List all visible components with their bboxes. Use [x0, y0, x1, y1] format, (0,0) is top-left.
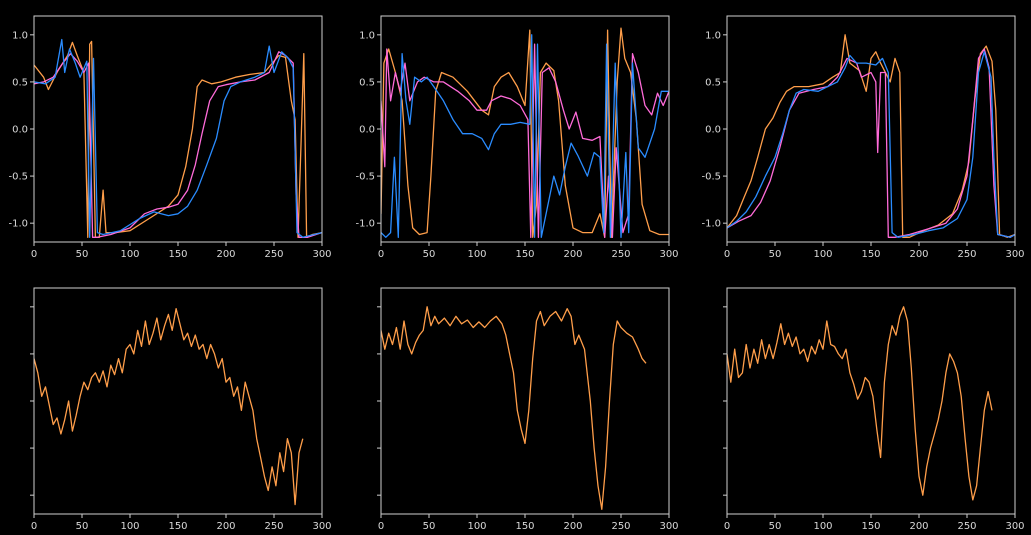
- series-line-3: [34, 38, 322, 238]
- x-tick-label: 200: [216, 521, 235, 532]
- series-line-1: [381, 306, 647, 510]
- x-tick-label: 300: [659, 249, 678, 260]
- x-tick-label: 0: [724, 521, 730, 532]
- x-tick-label: 300: [312, 521, 331, 532]
- x-tick-label: 300: [312, 249, 331, 260]
- chart-panel-5: 0 50 100 150 200 250 300: [377, 287, 679, 532]
- y-tick-label: -0.5: [8, 172, 28, 183]
- y-tick-label: -0.5: [355, 172, 375, 183]
- x-tick-label: 100: [120, 249, 139, 260]
- x-tick-label: 100: [467, 521, 486, 532]
- x-tick-label: 0: [31, 521, 37, 532]
- x-tick-label: 50: [423, 521, 436, 532]
- x-tick-label: 150: [861, 249, 880, 260]
- chart-panel-1: 0 50 100 150 200 250 300 -1.0 -0.5 0.0 0.5 1.0: [8, 15, 332, 260]
- y-tick-label: -1.0: [8, 219, 28, 230]
- y-tick-label: 0.5: [12, 77, 28, 88]
- x-tick-label: 300: [659, 521, 678, 532]
- series-line-1: [34, 308, 304, 506]
- y-tick-label: 1.0: [705, 30, 721, 41]
- y-tick-label: 0.0: [359, 125, 375, 136]
- x-tick-label: 50: [76, 521, 89, 532]
- x-tick-label: 200: [563, 521, 582, 532]
- series-line-1: [727, 306, 993, 501]
- y-tick-label: 0.0: [705, 125, 721, 136]
- plot-frame: [33, 15, 323, 243]
- x-tick-label: 250: [957, 521, 976, 532]
- chart-panel-2: 0 50 100 150 200 250 300 -1.0 -0.5 0.0 0.5 1.0: [355, 15, 679, 260]
- plot-frame: [380, 15, 670, 243]
- series-line-2: [381, 43, 669, 238]
- series-line-2: [727, 48, 1015, 238]
- x-tick-label: 150: [168, 521, 187, 532]
- series-line-3: [381, 34, 669, 238]
- y-tick-label: 0.5: [705, 77, 721, 88]
- x-tick-label: 0: [378, 521, 384, 532]
- chart-panel-6: 0 50 100 150 200 250 300: [723, 287, 1025, 532]
- x-tick-label: 0: [724, 249, 730, 260]
- x-tick-label: 50: [76, 249, 89, 260]
- x-tick-label: 250: [957, 249, 976, 260]
- series-line-1: [727, 34, 1015, 238]
- series-line-1: [34, 40, 322, 238]
- x-tick-label: 0: [378, 249, 384, 260]
- series-line-2: [34, 51, 322, 238]
- x-tick-label: 250: [611, 521, 630, 532]
- x-tick-label: 50: [769, 521, 782, 532]
- x-tick-label: 150: [168, 249, 187, 260]
- y-tick-label: -1.0: [701, 219, 721, 230]
- x-tick-label: 300: [1005, 249, 1024, 260]
- y-tick-label: 0.0: [12, 125, 28, 136]
- y-tick-label: 1.0: [12, 30, 28, 41]
- x-tick-label: 100: [813, 249, 832, 260]
- x-tick-label: 250: [611, 249, 630, 260]
- chart-panel-3: 0 50 100 150 200 250 300 -1.0 -0.5 0.0 0.5 1.0: [701, 15, 1025, 260]
- x-tick-label: 50: [423, 249, 436, 260]
- x-tick-label: 250: [264, 521, 283, 532]
- chart-panel-4: 0 50 100 150 200 250 300: [30, 287, 332, 532]
- y-tick-label: 1.0: [359, 30, 375, 41]
- series-line-1: [381, 27, 669, 238]
- x-tick-label: 200: [909, 249, 928, 260]
- x-tick-label: 300: [1005, 521, 1024, 532]
- series-line-3: [727, 51, 1015, 238]
- y-tick-label: -0.5: [701, 172, 721, 183]
- x-tick-label: 100: [467, 249, 486, 260]
- x-tick-label: 100: [120, 521, 139, 532]
- x-tick-label: 200: [216, 249, 235, 260]
- x-tick-label: 150: [861, 521, 880, 532]
- plot-frame: [33, 287, 323, 515]
- x-tick-label: 50: [769, 249, 782, 260]
- x-tick-label: 150: [515, 521, 534, 532]
- x-tick-label: 100: [813, 521, 832, 532]
- x-tick-label: 200: [909, 521, 928, 532]
- y-tick-label: -1.0: [355, 219, 375, 230]
- x-tick-label: 0: [31, 249, 37, 260]
- x-tick-label: 150: [515, 249, 534, 260]
- x-tick-label: 200: [563, 249, 582, 260]
- x-tick-label: 250: [264, 249, 283, 260]
- plot-frame: [726, 287, 1016, 515]
- y-tick-label: 0.5: [359, 77, 375, 88]
